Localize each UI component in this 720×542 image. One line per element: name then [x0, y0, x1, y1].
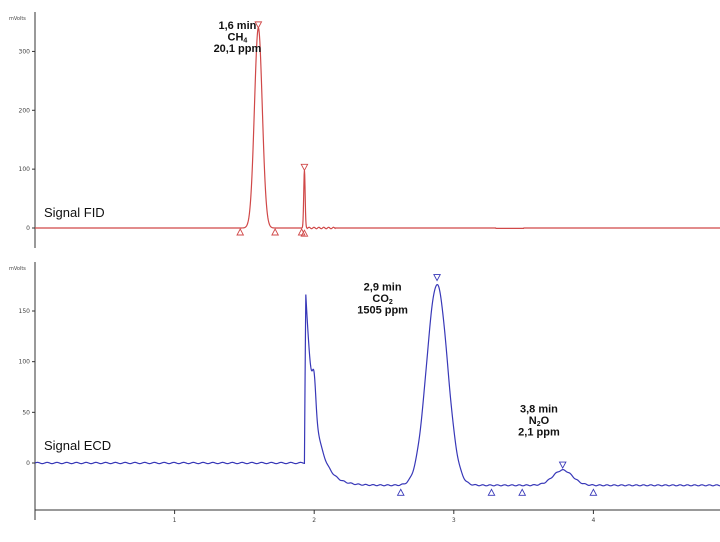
ecd-peak-marker	[433, 274, 441, 282]
fid-panel: mVolts 0 100 200 300 Signal FID 1,6 minCH42…	[9, 12, 720, 248]
x-tick-label: 4	[591, 517, 595, 524]
fid-peak-markers	[236, 21, 309, 237]
fid-y-tick-label: 300	[19, 48, 31, 55]
fid-peak-marker	[271, 228, 280, 236]
ecd-y-tick-label: 0	[26, 460, 30, 467]
fid-peak-marker	[254, 21, 263, 29]
ecd-annotation-line: 2,1 ppm	[518, 426, 560, 438]
ecd-peak-marker	[487, 488, 496, 496]
ecd-y-tick-label: 100	[19, 359, 31, 366]
fid-annotation-line: CH4	[228, 32, 248, 45]
x-ticks: 1 2 3 4	[34, 508, 595, 524]
ecd-peak-marker	[558, 461, 567, 470]
ecd-peak-marker	[589, 488, 598, 496]
ecd-annotation-line: CO2	[372, 293, 393, 306]
fid-y-tick-label: 200	[19, 107, 31, 114]
ecd-signal-label: Signal ECD	[44, 438, 111, 453]
x-tick-label: 1	[173, 517, 177, 524]
fid-y-tick-label: 100	[19, 166, 31, 173]
fid-y-tick-label: 0	[26, 225, 30, 232]
ecd-peak-marker	[518, 488, 527, 496]
x-tick-label: 2	[312, 517, 316, 524]
fid-annotation-line: 1,6 min	[218, 20, 256, 32]
ecd-annotation-line: N2O	[529, 415, 550, 428]
fid-signal-line	[35, 26, 720, 230]
ecd-annotation-line: 3,8 min	[520, 403, 558, 415]
ecd-panel: mVolts 0 50 100 150 1 2 3 4 Signal ECD 2,9 min…	[9, 262, 720, 524]
ecd-annotation-line: 1505 ppm	[357, 305, 408, 317]
fid-y-unit: mVolts	[9, 16, 26, 22]
ecd-y-tick-label: 50	[22, 409, 30, 416]
fid-peak-marker	[300, 229, 309, 237]
ecd-y-tick-label: 150	[19, 308, 31, 315]
ecd-y-unit: mVolts	[9, 266, 26, 272]
x-tick-label: 3	[452, 517, 456, 524]
fid-signal-label: Signal FID	[44, 205, 105, 220]
ecd-peak-markers	[396, 274, 598, 496]
fid-peak-marker	[300, 163, 309, 172]
ecd-signal-line	[34, 283, 720, 487]
ecd-peak-marker	[396, 488, 405, 496]
ecd-y-ticks: 0 50 100 150	[19, 308, 35, 467]
fid-y-ticks: 0 100 200 300	[19, 48, 35, 232]
ecd-annotation-line: 2,9 min	[364, 282, 402, 294]
fid-annotation-line: 20,1 ppm	[214, 43, 262, 55]
fid-peak-marker	[236, 228, 245, 236]
